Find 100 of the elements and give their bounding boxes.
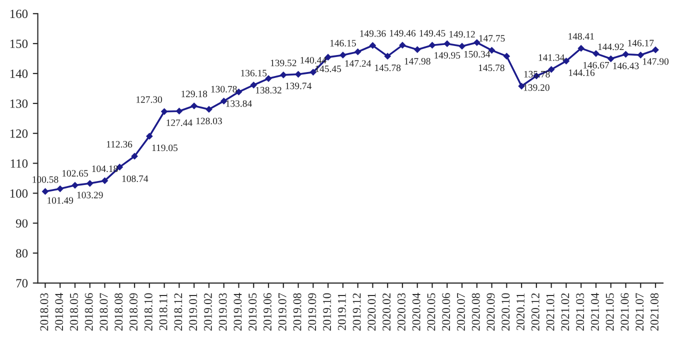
data-label: 149.45 [420, 30, 446, 37]
point [206, 106, 212, 113]
data-label: 147.90 [643, 58, 669, 65]
data-label: 136.15 [241, 70, 267, 76]
point [444, 40, 451, 48]
x-tick-label: 2018.08 [114, 293, 123, 331]
x-tick-label: 2021.04 [590, 292, 599, 331]
x-tick-label: 2018.06 [84, 293, 93, 331]
x-tick-label: 2019.03 [218, 293, 227, 331]
point [72, 182, 78, 189]
data-label: 112.36 [106, 141, 132, 148]
data-label: 149.36 [360, 30, 386, 37]
y-tick-label: 100 [10, 189, 28, 198]
data-label: 139.20 [524, 84, 550, 91]
data-label: 149.12 [449, 30, 475, 38]
x-tick-label: 2020.12 [531, 293, 540, 331]
data-label: 149.95 [434, 52, 460, 59]
x-tick-label: 2020.10 [502, 293, 510, 331]
x-tick-label: 2020.05 [427, 293, 436, 331]
point [503, 52, 510, 60]
x-tick-label: 2019.10 [323, 293, 332, 331]
x-tick-label: 2021.01 [546, 293, 554, 331]
x-tick-label: 2020.06 [442, 293, 450, 331]
x-tick-label: 2019.02 [204, 293, 212, 331]
point [42, 188, 49, 195]
x-tick-label: 2019.05 [248, 293, 257, 331]
y-tick-label: 130 [10, 99, 28, 108]
data-label: 147.98 [404, 58, 430, 65]
x-tick-label: 2018.10 [144, 293, 152, 331]
x-tick-label: 2020.03 [397, 293, 406, 331]
x-tick-label: 2021.03 [576, 293, 584, 331]
data-label: 139.74 [286, 82, 312, 90]
point [250, 82, 258, 88]
x-tick-label: 2019.12 [352, 293, 361, 331]
data-label: 145.78 [478, 64, 504, 72]
y-tick-label: 110 [10, 159, 28, 168]
data-label: 147.75 [479, 35, 505, 42]
data-label: 149.46 [390, 30, 416, 37]
y-tick-label: 90 [16, 219, 28, 228]
x-tick-label: 2019.11 [338, 293, 346, 330]
point [473, 39, 480, 46]
x-tick-label: 2021.05 [606, 293, 614, 331]
point [652, 46, 659, 54]
data-label: 144.92 [598, 44, 624, 50]
x-tick-label: 2019.01 [189, 293, 198, 331]
x-tick-label: 2019.06 [263, 293, 272, 331]
x-tick-label: 2018.05 [70, 293, 78, 331]
point [637, 52, 644, 58]
data-label: 119.05 [152, 144, 178, 152]
x-tick-label: 2021.08 [650, 293, 659, 331]
point [176, 108, 183, 115]
data-label: 144.16 [568, 69, 595, 76]
point [190, 102, 198, 110]
data-label: 130.78 [211, 86, 237, 92]
point [131, 152, 138, 160]
x-tick-label: 2018.12 [174, 293, 182, 331]
data-label: 146.43 [613, 62, 639, 70]
data-label: 103.29 [77, 192, 103, 198]
point [160, 108, 168, 115]
data-label: 139.52 [270, 60, 296, 66]
x-tick-label: 2020.02 [382, 293, 391, 331]
point [458, 42, 466, 50]
y-tick-label: 150 [10, 40, 28, 48]
data-label: 102.65 [62, 170, 88, 177]
data-label: 146.15 [330, 40, 356, 46]
point [86, 180, 94, 187]
point [354, 48, 362, 56]
data-label: 148.41 [568, 33, 594, 40]
x-tick-label: 2021.06 [620, 293, 629, 331]
data-label: 129.18 [182, 90, 208, 98]
point [399, 42, 406, 49]
x-tick-label: 2021.02 [561, 293, 570, 331]
x-tick-label: 2018.07 [100, 293, 108, 331]
point [592, 50, 600, 57]
data-label: 141.34 [538, 54, 565, 61]
data-label: 138.32 [256, 86, 282, 94]
data-label: 108.74 [122, 175, 148, 182]
point [56, 185, 64, 192]
data-label: 145.78 [375, 64, 401, 72]
x-tick-label: 2020.04 [412, 292, 420, 331]
point [414, 46, 421, 54]
y-tick-label: 80 [16, 249, 28, 258]
x-tick-label: 2019.08 [293, 293, 302, 331]
point [384, 52, 392, 60]
data-label: 150.34 [464, 50, 490, 58]
point [369, 42, 376, 49]
point [339, 52, 346, 59]
x-tick-label: 2018.03 [40, 293, 48, 331]
y-tick-label: 140 [10, 70, 28, 78]
point [146, 132, 153, 140]
y-tick-label: 70 [16, 279, 28, 288]
y-tick-label: 120 [10, 129, 28, 138]
point [578, 44, 585, 52]
x-tick-label: 2018.09 [130, 293, 138, 331]
data-label: 127.30 [136, 96, 162, 103]
point [607, 55, 614, 62]
data-label: 128.03 [196, 118, 222, 124]
x-tick-label: 2021.07 [636, 293, 644, 331]
x-tick-label: 2020.09 [486, 293, 495, 331]
x-tick-label: 2020.11 [516, 293, 525, 330]
